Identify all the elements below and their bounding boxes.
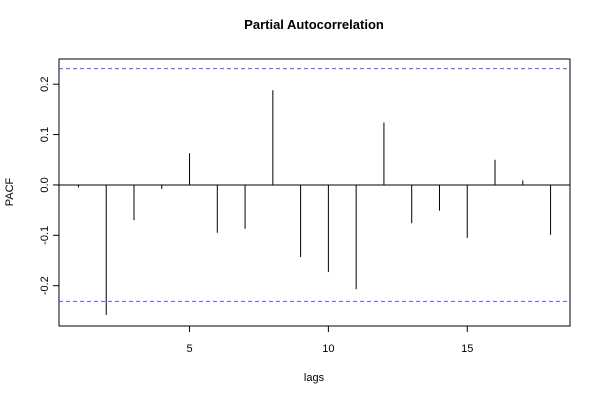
confidence-band-lines: [59, 68, 570, 302]
x-axis: 5 10 15: [186, 325, 473, 355]
pacf-bars: [77, 90, 552, 315]
x-axis-label: lags: [304, 372, 325, 384]
y-axis-label: PACF: [4, 177, 16, 206]
y-axis: -0.2 -0.1 0.0 0.1 0.2: [39, 77, 60, 295]
x-tick-label: 15: [461, 343, 473, 355]
y-tick-label: -0.2: [39, 276, 51, 295]
x-tick-label: 5: [186, 343, 192, 355]
y-tick-label: 0.2: [39, 77, 51, 92]
y-tick-label: -0.1: [39, 226, 51, 245]
y-tick-label: 0.1: [39, 127, 51, 142]
chart-title: Partial Autocorrelation: [244, 17, 384, 32]
x-tick-label: 10: [322, 343, 334, 355]
y-tick-label: 0.0: [39, 177, 51, 192]
plot-frame: [58, 58, 571, 327]
